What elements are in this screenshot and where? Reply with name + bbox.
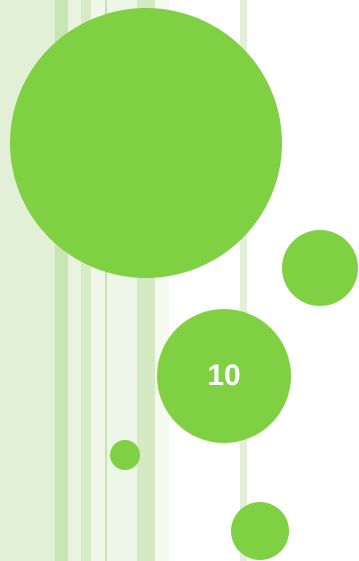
background-stripe (240, 0, 247, 561)
background-stripe (81, 0, 91, 561)
small-decorative-circle (110, 440, 140, 470)
large-decorative-circle (10, 8, 282, 278)
slide-number: 10 (207, 359, 241, 392)
slide-number-circle: 10 (157, 309, 291, 443)
background-stripe (105, 0, 107, 561)
bottom-decorative-circle (231, 502, 289, 560)
right-decorative-circle (282, 230, 358, 306)
